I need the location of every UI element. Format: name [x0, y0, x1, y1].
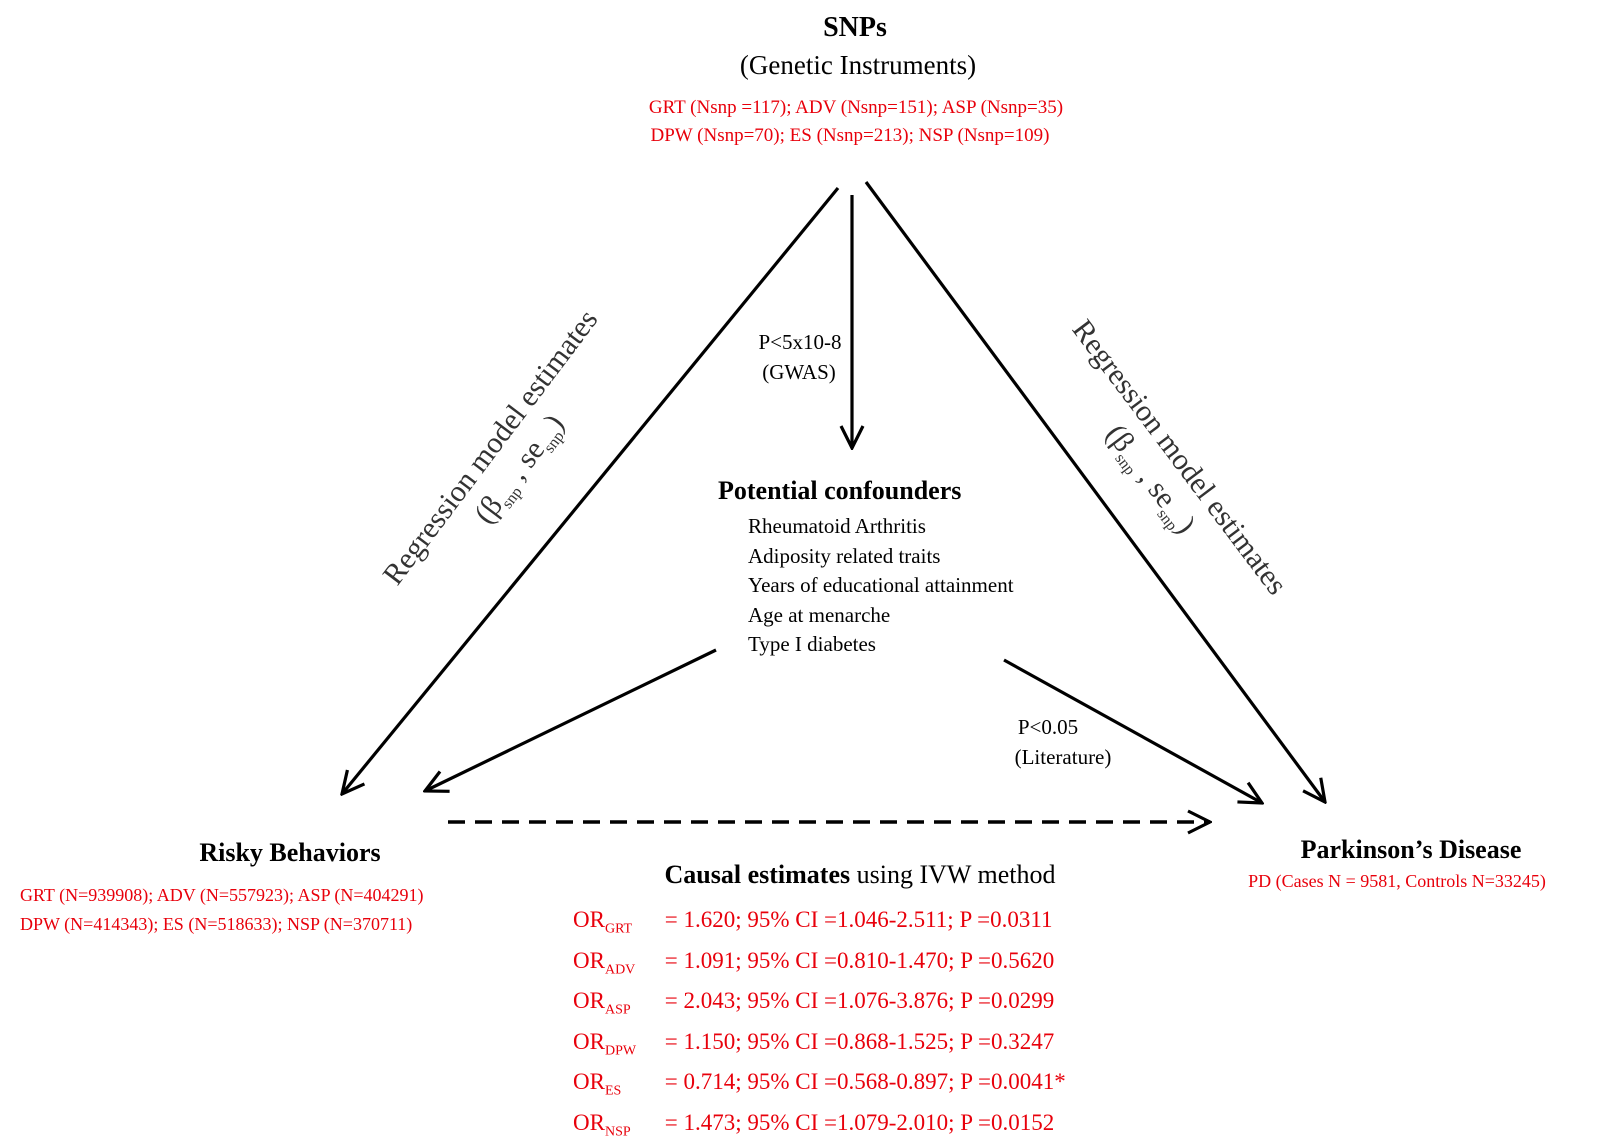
causal-estimate-row: ORES = 0.714; 95% CI =0.568-0.897; P =0.… — [573, 1066, 1066, 1107]
snps-counts-line2: DPW (Nsnp=70); ES (Nsnp=213); NSP (Nsnp=… — [650, 125, 1050, 146]
snps-subtitle: (Genetic Instruments) — [739, 50, 977, 80]
confounders-title: Potential confounders — [718, 476, 962, 505]
causal-estimate-row: ORADV = 1.091; 95% CI =0.810-1.470; P =0… — [573, 945, 1066, 986]
causal-estimates-list: ORGRT = 1.620; 95% CI =1.046-2.511; P =0… — [573, 904, 1066, 1148]
or-value: = 1.091; 95% CI =0.810-1.470; P =0.5620 — [659, 947, 1055, 973]
or-value: = 1.150; 95% CI =0.868-1.525; P =0.3247 — [659, 1028, 1055, 1054]
or-label: ORADV — [573, 947, 636, 978]
causal-title-rest: using IVW method — [850, 860, 1056, 889]
confounder-item: Type I diabetes — [748, 632, 876, 656]
confounders-list: Rheumatoid Arthritis Adiposity related t… — [748, 512, 1014, 660]
or-value: = 1.620; 95% CI =1.046-2.511; P =0.0311 — [659, 907, 1053, 932]
causal-estimate-row: ORGRT = 1.620; 95% CI =1.046-2.511; P =0… — [573, 904, 1066, 945]
causal-estimate-row: ORNSP = 1.473; 95% CI =1.079-2.010; P =0… — [573, 1107, 1066, 1148]
risky-title: Risky Behaviors — [199, 838, 381, 867]
or-label: ORDPW — [573, 1028, 637, 1059]
arrow-confounders-to-pd — [1003, 658, 1262, 803]
arrow-snps-to-pd — [864, 181, 1325, 802]
arrow-snps-to-risky — [342, 186, 840, 794]
snps-title: SNPs — [823, 12, 887, 43]
risky-counts-line2: DPW (N=414343); ES (N=518633); NSP (N=37… — [20, 914, 413, 934]
or-label: ORGRT — [573, 907, 633, 937]
causal-title: Causal estimates using IVW method — [665, 860, 1056, 890]
causal-estimate-row: ORDPW = 1.150; 95% CI =0.868-1.525; P =0… — [573, 1026, 1066, 1067]
confounder-item: Adiposity related traits — [748, 543, 941, 568]
snps-counts-line1: GRT (Nsnp =117); ADV (Nsnp=151); ASP (Ns… — [648, 97, 1064, 118]
arrows-layer — [0, 181, 1600, 1103]
confounder-item: Years of educational attainment — [748, 573, 1014, 597]
pd-title: Parkinson’s Disease — [1300, 835, 1522, 864]
arrow-confounders-to-risky — [425, 648, 717, 791]
confounder-item: Age at menarche — [748, 602, 891, 627]
gwas-threshold: P<5x10-8 — [758, 330, 842, 354]
or-label: ORASP — [573, 988, 631, 1018]
literature-source: (Literature) — [1014, 745, 1112, 769]
literature-threshold: P<0.05 — [1017, 715, 1079, 739]
confounder-item: Rheumatoid Arthritis — [748, 514, 926, 538]
or-value: = 2.043; 95% CI =1.076-3.876; P =0.0299 — [659, 988, 1055, 1014]
causal-title-bold: Causal estimates — [664, 860, 851, 889]
or-label: ORNSP — [573, 1109, 631, 1140]
pd-counts: PD (Cases N = 9581, Controls N=33245) — [1248, 871, 1546, 891]
or-value: = 1.473; 95% CI =1.079-2.010; P =0.0152 — [659, 1109, 1055, 1135]
gwas-source: (GWAS) — [762, 360, 836, 384]
causal-estimate-row: ORASP = 2.043; 95% CI =1.076-3.876; P =0… — [573, 985, 1066, 1026]
or-label: ORES — [573, 1069, 622, 1099]
risky-counts-line1: GRT (N=939908); ADV (N=557923); ASP (N=4… — [20, 885, 424, 905]
or-value: = 0.714; 95% CI =0.568-0.897; P =0.0041* — [659, 1069, 1066, 1095]
